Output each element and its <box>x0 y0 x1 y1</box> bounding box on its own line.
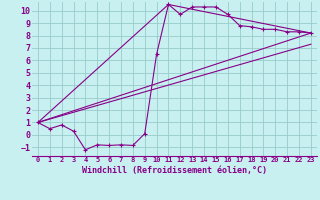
X-axis label: Windchill (Refroidissement éolien,°C): Windchill (Refroidissement éolien,°C) <box>82 166 267 175</box>
